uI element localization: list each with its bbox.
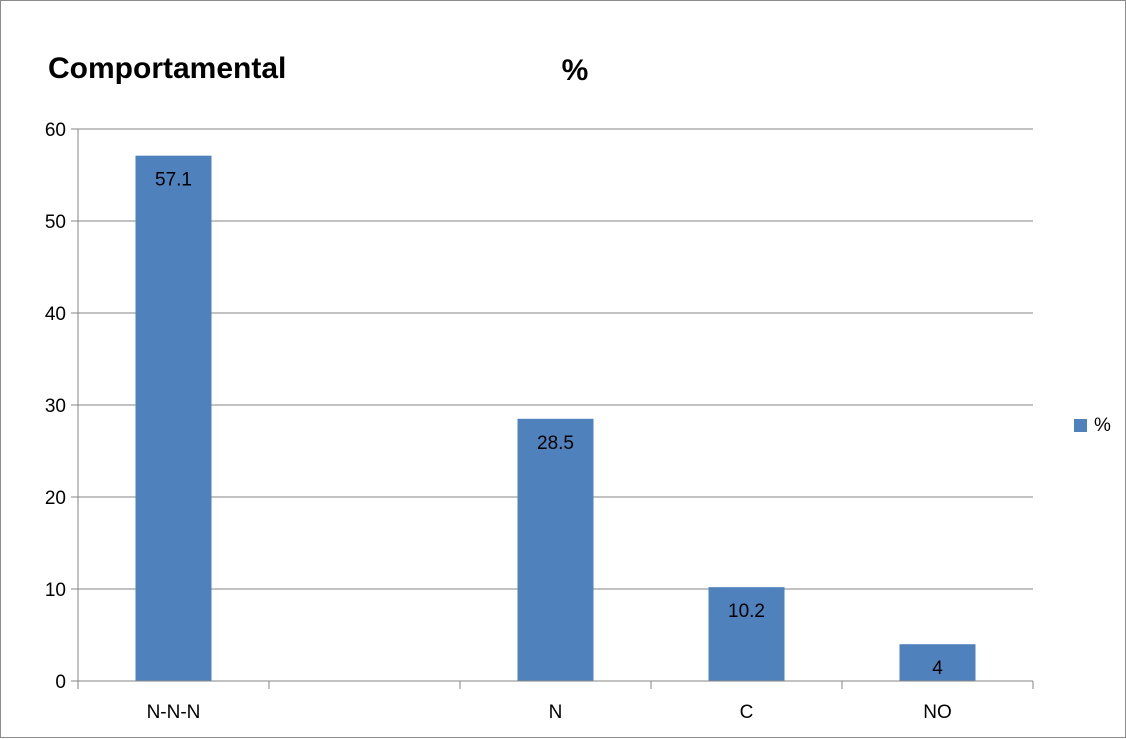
gridlines: [78, 128, 1033, 590]
data-label: 4: [932, 658, 943, 679]
legend: %: [1074, 415, 1111, 436]
bar: [517, 418, 594, 681]
bar: [899, 644, 976, 681]
x-tick-label: C: [740, 702, 754, 723]
x-tick-label: NO: [923, 702, 952, 723]
data-label: 28.5: [537, 433, 574, 454]
y-tick-label: 20: [45, 488, 66, 509]
y-tick-label: 60: [45, 120, 66, 141]
legend-label: %: [1094, 415, 1111, 436]
chart-subtitle: %: [562, 54, 589, 87]
y-tick-label: 40: [45, 304, 66, 325]
y-tick-label: 0: [55, 672, 66, 693]
y-tick-label: 30: [45, 396, 66, 417]
x-tick-label: N-N-N: [147, 702, 201, 723]
y-tick-label: 50: [45, 212, 66, 233]
x-tick-label: N: [549, 702, 563, 723]
bar: [708, 587, 785, 681]
bar: [135, 155, 212, 681]
chart-title: Comportamental: [48, 52, 286, 85]
bars: 57.1 28.5 10.2 4: [135, 155, 976, 681]
y-tick-label: 10: [45, 580, 66, 601]
legend-swatch: [1074, 419, 1087, 432]
data-label: 10.2: [728, 601, 765, 622]
data-label: 57.1: [155, 170, 192, 191]
axes: 0 10 20 30 40 50 60 N-N-N N C NO: [45, 120, 1034, 723]
